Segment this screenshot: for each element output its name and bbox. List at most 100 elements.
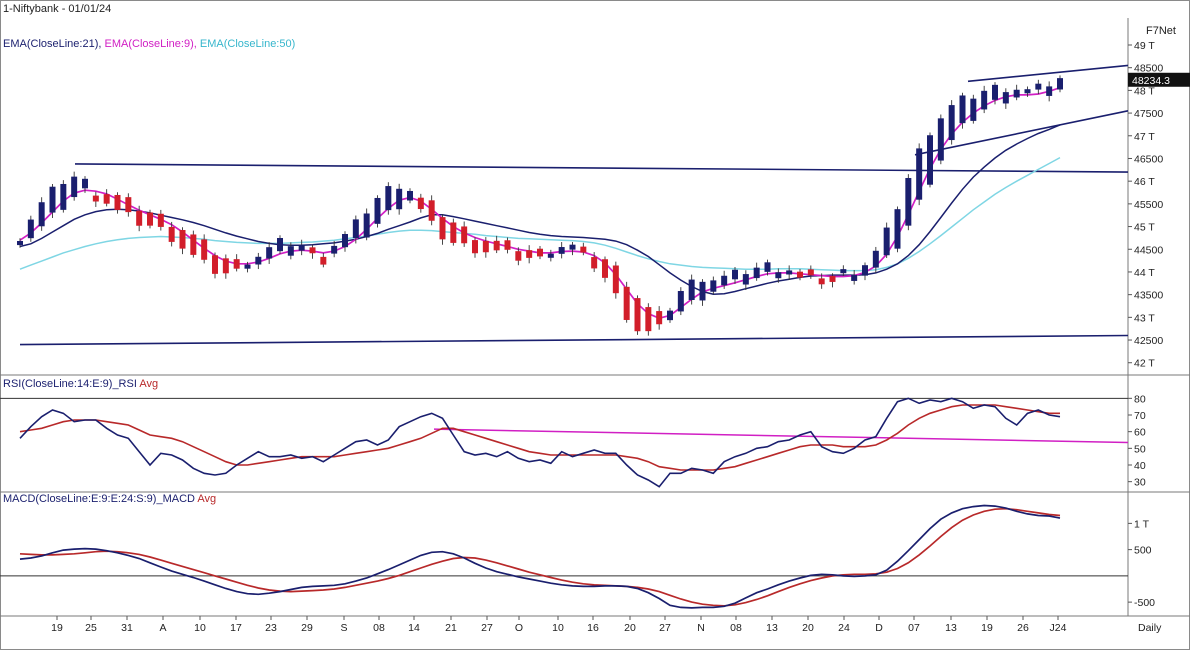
x-tick-label: 27	[481, 622, 493, 634]
price-y-tick-label: 43 T	[1134, 312, 1155, 324]
candle-down	[212, 255, 218, 274]
rsi-panel-title: RSI(CloseLine:14:E:9)_RSI Avg	[3, 378, 158, 390]
candle-up	[1002, 92, 1009, 104]
x-tick-label: 19	[51, 622, 63, 634]
x-tick-label: 21	[445, 622, 457, 634]
candle-up	[872, 250, 879, 268]
candle-down	[103, 194, 110, 204]
x-tick-label: O	[515, 622, 523, 634]
x-tick-label: 13	[945, 622, 957, 634]
macd-y-tick-label: 1 T	[1134, 518, 1150, 530]
price-y-tick-label: 48 T	[1134, 85, 1155, 97]
candle-up	[396, 188, 403, 210]
rsi-y-tick-label: 80	[1134, 393, 1146, 405]
candle-down	[309, 247, 316, 254]
candle-down	[157, 213, 164, 227]
brand-label: F7Net	[1146, 25, 1176, 37]
x-tick-label: 10	[552, 622, 564, 634]
price-y-tick-label: 42500	[1134, 335, 1163, 347]
macd-y-tick-label: -500	[1134, 597, 1155, 609]
macd-panel-title: MACD(CloseLine:E:9:E:24:S:9)_MACD Avg	[3, 493, 216, 505]
candle-up	[352, 219, 359, 238]
candle-up	[667, 310, 673, 321]
candle-up	[244, 264, 251, 269]
candle-up	[721, 275, 728, 286]
candle-up	[1013, 89, 1020, 98]
candle-down	[222, 258, 229, 274]
rsi-legend-main: RSI(CloseLine:14:E:9)_RSI	[3, 378, 137, 390]
price-y-tick-label: 49 T	[1134, 40, 1155, 52]
candle-up	[981, 90, 988, 110]
price-y-tick-label: 45 T	[1134, 222, 1155, 234]
last-price-tag	[1128, 72, 1190, 87]
candle-up	[60, 183, 67, 210]
candle-up	[385, 186, 392, 211]
candle-up	[82, 178, 88, 189]
candle-up	[775, 272, 782, 279]
candle-up	[883, 227, 890, 256]
candle-up	[569, 244, 576, 250]
ema9-line	[19, 86, 1061, 320]
candle-up	[916, 148, 923, 200]
last-price-label: 48234.3	[1132, 75, 1170, 87]
ema9-legend: EMA(CloseLine:9),	[104, 38, 197, 50]
candle-up	[1035, 83, 1042, 90]
candle-down	[612, 265, 619, 294]
candle-up	[894, 209, 901, 249]
candle-up	[688, 279, 695, 301]
x-tick-label: 25	[85, 622, 97, 634]
candle-up	[407, 190, 413, 201]
candle-up	[948, 105, 955, 141]
candle-down	[602, 259, 608, 278]
candle-up	[905, 177, 912, 226]
candle-down	[92, 195, 99, 202]
rsi-y-tick-label: 60	[1134, 427, 1146, 439]
x-tick-label: N	[697, 622, 705, 634]
x-tick-label: A	[159, 622, 166, 634]
candle-up	[331, 245, 338, 254]
candle-up	[1046, 86, 1053, 96]
macd-y-tick-label: 500	[1134, 545, 1152, 557]
candle-up	[992, 84, 998, 100]
x-tick-label: S	[340, 622, 347, 634]
candle-down	[450, 222, 457, 243]
rsi-y-tick-label: 40	[1134, 460, 1146, 472]
x-tick-label: 23	[265, 622, 277, 634]
x-tick-label: 20	[802, 622, 814, 634]
candle-up	[1057, 78, 1063, 90]
candle-up	[17, 240, 23, 246]
rsi-y-tick-label: 50	[1134, 443, 1146, 455]
candle-up	[742, 274, 749, 285]
x-tick-label: 08	[730, 622, 742, 634]
candle-up	[374, 197, 381, 224]
candle-down	[461, 226, 468, 244]
candle-down	[482, 240, 489, 253]
candle-down	[233, 259, 240, 269]
resistance-line	[74, 163, 1129, 173]
x-tick-label: 29	[301, 622, 313, 634]
candle-down	[645, 307, 652, 332]
candle-up	[49, 186, 56, 213]
candle-up	[1024, 89, 1031, 94]
candle-down	[591, 257, 598, 269]
macd-legend-avg: Avg	[197, 493, 217, 505]
x-tick-label: 27	[659, 622, 671, 634]
candle-up	[255, 256, 262, 265]
candle-down	[493, 240, 500, 251]
candle-up	[677, 291, 684, 312]
rsi-trendline	[433, 428, 1129, 444]
ema-legend: EMA(CloseLine:21), EMA(CloseLine:9), EMA…	[3, 38, 295, 50]
x-tick-label: D	[875, 622, 883, 634]
price-y-tick-label: 43500	[1134, 290, 1163, 302]
chart-symbol-title: 1-Niftybank - 01/01/24	[3, 3, 112, 15]
rsi-y-tick-label: 70	[1134, 410, 1146, 422]
candle-down	[168, 226, 175, 242]
channel-upper-line	[967, 64, 1129, 83]
x-tick-label: 08	[373, 622, 385, 634]
candle-up	[38, 202, 45, 227]
candle-down	[125, 197, 132, 213]
price-y-tick-label: 46500	[1134, 153, 1163, 165]
x-tick-label: 07	[908, 622, 920, 634]
price-y-tick-label: 42 T	[1134, 358, 1155, 370]
